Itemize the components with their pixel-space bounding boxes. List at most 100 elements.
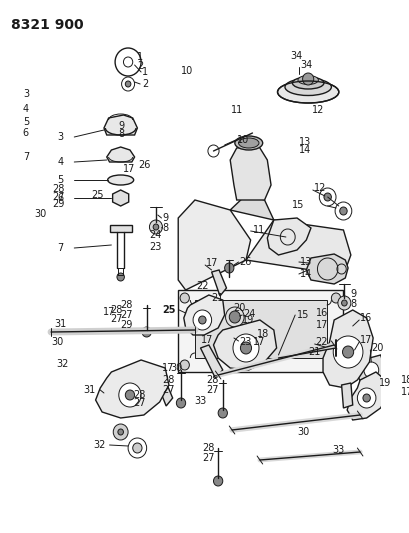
Text: 18: 18 <box>256 329 268 339</box>
Text: 30: 30 <box>34 209 46 219</box>
Text: 15: 15 <box>296 310 309 320</box>
Text: 17: 17 <box>400 387 409 397</box>
Text: 13: 13 <box>299 257 311 267</box>
Circle shape <box>176 398 185 408</box>
Polygon shape <box>245 220 350 275</box>
Text: 9: 9 <box>350 289 356 299</box>
Text: 1: 1 <box>142 67 148 77</box>
Text: 19: 19 <box>378 378 390 388</box>
Text: 8: 8 <box>350 299 356 309</box>
Text: 2: 2 <box>137 61 143 71</box>
Circle shape <box>198 316 206 324</box>
Text: 7: 7 <box>23 152 29 161</box>
Polygon shape <box>112 190 128 206</box>
Text: 24: 24 <box>243 309 255 319</box>
Ellipse shape <box>238 138 258 148</box>
Text: 17: 17 <box>201 335 213 345</box>
Text: 29: 29 <box>120 320 133 330</box>
Text: 17: 17 <box>206 258 218 268</box>
Text: 21: 21 <box>308 347 320 357</box>
Text: 31: 31 <box>54 319 66 328</box>
Text: 9: 9 <box>162 213 168 223</box>
Text: 18: 18 <box>400 375 409 385</box>
Text: 6: 6 <box>57 193 63 203</box>
Text: 27: 27 <box>162 385 175 395</box>
Text: 4: 4 <box>23 104 29 114</box>
Circle shape <box>125 81 130 87</box>
Polygon shape <box>211 270 226 296</box>
Circle shape <box>333 336 362 368</box>
Text: 27: 27 <box>202 453 214 463</box>
Text: 26: 26 <box>138 160 150 170</box>
Circle shape <box>330 360 340 370</box>
Polygon shape <box>357 355 384 385</box>
Circle shape <box>218 408 227 418</box>
Text: 20: 20 <box>371 343 383 353</box>
Text: 24: 24 <box>149 230 162 239</box>
Text: 17: 17 <box>252 337 265 347</box>
Circle shape <box>357 388 375 408</box>
Ellipse shape <box>223 334 236 343</box>
Text: 9: 9 <box>118 122 124 131</box>
Text: 30: 30 <box>51 337 63 347</box>
Circle shape <box>302 73 313 85</box>
Circle shape <box>180 293 189 303</box>
Text: 21: 21 <box>211 293 223 303</box>
Text: 12: 12 <box>311 106 324 115</box>
Text: 10: 10 <box>180 66 193 76</box>
Text: 27: 27 <box>110 314 123 324</box>
Text: 27: 27 <box>120 310 133 320</box>
Text: 8321 900: 8321 900 <box>11 18 83 32</box>
Text: 26: 26 <box>239 257 251 267</box>
Circle shape <box>133 443 142 453</box>
Text: 33: 33 <box>193 396 206 406</box>
Text: 25: 25 <box>162 305 175 315</box>
Text: 28: 28 <box>120 300 133 310</box>
Text: 3: 3 <box>23 90 29 99</box>
Polygon shape <box>106 147 134 162</box>
Text: 19: 19 <box>241 315 254 325</box>
Text: 17: 17 <box>122 164 135 174</box>
Text: 34: 34 <box>299 60 311 70</box>
Text: 16: 16 <box>315 308 327 318</box>
Text: 20: 20 <box>233 303 245 313</box>
Text: 34: 34 <box>290 51 302 61</box>
Ellipse shape <box>108 175 133 185</box>
Circle shape <box>125 390 134 400</box>
Polygon shape <box>229 145 270 200</box>
Polygon shape <box>200 345 222 378</box>
Circle shape <box>193 310 211 330</box>
Circle shape <box>363 362 378 378</box>
Circle shape <box>149 220 162 234</box>
Text: 27: 27 <box>133 399 145 408</box>
Ellipse shape <box>234 136 262 150</box>
Text: 14: 14 <box>298 146 310 155</box>
Text: 13: 13 <box>298 138 310 147</box>
Text: 23: 23 <box>149 242 162 252</box>
Text: 12: 12 <box>313 183 325 193</box>
Text: 28: 28 <box>162 375 174 385</box>
Circle shape <box>323 193 330 201</box>
Circle shape <box>342 346 353 358</box>
Circle shape <box>229 311 240 323</box>
Circle shape <box>330 293 340 303</box>
Text: 27: 27 <box>52 192 65 201</box>
Text: 3: 3 <box>57 132 63 142</box>
Circle shape <box>337 296 350 310</box>
Polygon shape <box>341 383 352 408</box>
Polygon shape <box>178 290 343 372</box>
Circle shape <box>153 224 158 230</box>
Polygon shape <box>104 115 137 135</box>
Circle shape <box>224 263 234 273</box>
Text: 11: 11 <box>252 225 264 235</box>
Text: 32: 32 <box>56 359 69 368</box>
Text: 33: 33 <box>332 445 344 455</box>
Text: 2: 2 <box>142 79 148 89</box>
Text: 17: 17 <box>162 363 174 373</box>
Text: 14: 14 <box>299 269 311 279</box>
Text: 8: 8 <box>162 223 168 233</box>
Polygon shape <box>346 372 387 420</box>
Ellipse shape <box>284 78 330 95</box>
Text: 1: 1 <box>137 52 143 62</box>
Text: 22: 22 <box>315 337 327 347</box>
